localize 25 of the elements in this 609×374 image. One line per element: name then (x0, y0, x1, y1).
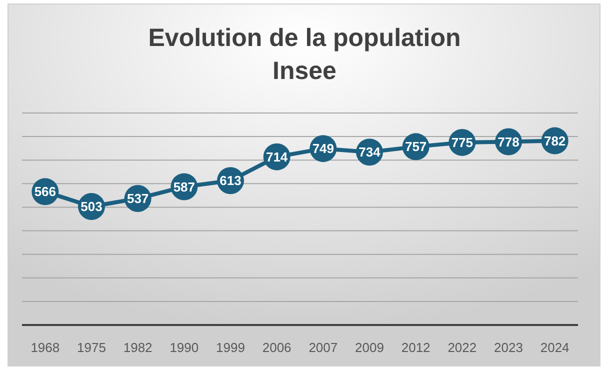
data-label: 778 (498, 134, 520, 150)
data-label: 775 (451, 134, 474, 150)
data-label: 503 (80, 199, 102, 214)
x-tick-label: 1968 (30, 340, 60, 355)
chart-title: Evolution de la population Insee (148, 24, 461, 85)
x-tick-label: 2007 (308, 340, 338, 355)
data-label: 757 (404, 139, 427, 154)
data-label: 734 (358, 144, 382, 160)
data-label: 714 (266, 149, 288, 164)
x-tick-label: 1975 (77, 340, 106, 355)
x-tick-label: 2006 (262, 340, 292, 355)
data-label: 537 (126, 191, 149, 206)
x-tick-label: 2022 (448, 340, 477, 355)
x-tick-label: 2012 (401, 340, 430, 355)
data-label: 613 (220, 173, 242, 188)
data-label: 782 (544, 133, 566, 148)
data-label: 749 (312, 141, 334, 156)
data-label: 587 (173, 179, 196, 194)
x-tick-label: 2024 (540, 340, 570, 355)
x-tick-label: 1999 (216, 340, 245, 355)
x-tick-label: 2009 (355, 340, 384, 355)
x-tick-label: 1982 (123, 340, 152, 355)
x-tick-label: 2023 (494, 340, 523, 355)
x-tick-label: 1990 (170, 340, 199, 355)
data-label: 566 (34, 184, 56, 200)
